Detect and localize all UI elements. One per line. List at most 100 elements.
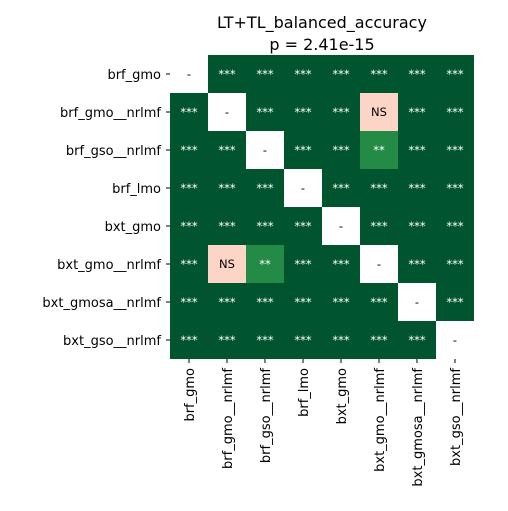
heatmap-cell [246, 93, 284, 131]
heatmap-cell [398, 93, 436, 131]
cell-label: *** [218, 295, 236, 309]
row-tick-label: brf_lmo [112, 182, 161, 197]
cell-label: *** [370, 219, 388, 233]
heatmap-cell [360, 131, 398, 169]
column-tick-label: brf_gmo__nrlmf [221, 368, 236, 469]
cell-label: - [187, 67, 191, 81]
heatmap-cell [398, 321, 436, 359]
cell-label: *** [446, 143, 464, 157]
cell-label: *** [408, 67, 426, 81]
chart-title: LT+TL_balanced_accuracy [217, 13, 427, 33]
row-tick-label: bxt_gmo [105, 220, 161, 235]
heatmap-cell [398, 283, 436, 321]
cell-label: *** [180, 143, 198, 157]
cell-label: *** [332, 181, 350, 195]
column-tick-label: bxt_gmosa__nrlmf [411, 368, 426, 487]
row-tick-label: brf_gmo [107, 68, 161, 83]
cell-label: *** [370, 333, 388, 347]
heatmap-cells: - *** *** *** *** *** *** ****** - *** *** *** NS ***… [170, 55, 474, 359]
heatmap-cell [246, 207, 284, 245]
cell-label: *** [256, 67, 274, 81]
cell-label: *** [180, 257, 198, 271]
cell-label: *** [294, 333, 312, 347]
column-tick-label: brf_gmo [183, 368, 198, 422]
heatmap-cell [170, 131, 208, 169]
heatmap-cell [322, 321, 360, 359]
heatmap-cell [436, 321, 474, 359]
cell-label: *** [256, 105, 274, 119]
cell-label: *** [294, 257, 312, 271]
heatmap-cell [170, 321, 208, 359]
cell-label: *** [408, 105, 426, 119]
heatmap-cell [170, 245, 208, 283]
cell-label: *** [294, 219, 312, 233]
cell-label: *** [218, 181, 236, 195]
row-tick-label: bxt_gmosa__nrlmf [42, 296, 161, 311]
cell-label: *** [294, 295, 312, 309]
heatmap-cell [436, 207, 474, 245]
cell-label: *** [446, 295, 464, 309]
heatmap-cell [170, 169, 208, 207]
cell-label: *** [294, 67, 312, 81]
heatmap-cell [436, 245, 474, 283]
heatmap-cell [360, 245, 398, 283]
heatmap-cell [322, 55, 360, 93]
cell-label: *** [408, 143, 426, 157]
cell-label: *** [332, 295, 350, 309]
cell-label: *** [180, 181, 198, 195]
cell-label: ** [259, 257, 271, 271]
cell-label: *** [332, 67, 350, 81]
cell-label: - [377, 257, 381, 271]
heatmap-cell [284, 283, 322, 321]
cell-label: - [339, 219, 343, 233]
cell-label: *** [370, 67, 388, 81]
heatmap-cell [208, 55, 246, 93]
cell-label: - [225, 105, 229, 119]
heatmap-cell [170, 55, 208, 93]
heatmap-cell [284, 131, 322, 169]
row-tick-label: bxt_gmo__nrlmf [57, 258, 161, 273]
heatmap-cell [398, 55, 436, 93]
cell-label: *** [332, 333, 350, 347]
cell-label: *** [180, 333, 198, 347]
cell-label: *** [218, 67, 236, 81]
cell-label: *** [256, 219, 274, 233]
cell-label: NS [371, 105, 387, 119]
cell-label: *** [332, 257, 350, 271]
column-tick-label: bxt_gmo__nrlmf [373, 368, 388, 472]
heatmap-cell [436, 283, 474, 321]
cell-label: *** [332, 105, 350, 119]
cell-label: *** [408, 333, 426, 347]
heatmap-cell [208, 245, 246, 283]
cell-label: *** [446, 105, 464, 119]
cell-label: *** [180, 219, 198, 233]
heatmap-cell [322, 93, 360, 131]
row-tick-label: brf_gso__nrlmf [66, 144, 162, 159]
cell-label: NS [219, 257, 235, 271]
heatmap-cell [208, 283, 246, 321]
heatmap-cell [360, 207, 398, 245]
heatmap-cell [208, 93, 246, 131]
heatmap-cell [322, 131, 360, 169]
cell-label: ** [373, 143, 385, 157]
cell-label: *** [180, 105, 198, 119]
row-tick-label: bxt_gso__nrlmf [63, 334, 161, 349]
heatmap-cell [284, 245, 322, 283]
cell-label: - [415, 295, 419, 309]
heatmap-cell [208, 131, 246, 169]
heatmap-cell [322, 245, 360, 283]
cell-label: *** [408, 181, 426, 195]
heatmap-cell [284, 93, 322, 131]
heatmap-cell [246, 169, 284, 207]
column-tick-label: brf_gso__nrlmf [259, 368, 274, 464]
heatmap-cell [208, 207, 246, 245]
heatmap-cell [284, 169, 322, 207]
cell-label: *** [256, 333, 274, 347]
column-tick-label: bxt_gso__nrlmf [449, 368, 464, 466]
heatmap-cell [398, 131, 436, 169]
cell-label: *** [446, 181, 464, 195]
heatmap-cell [246, 321, 284, 359]
heatmap-cell [246, 245, 284, 283]
cell-label: - [453, 333, 457, 347]
heatmap-cell [360, 169, 398, 207]
